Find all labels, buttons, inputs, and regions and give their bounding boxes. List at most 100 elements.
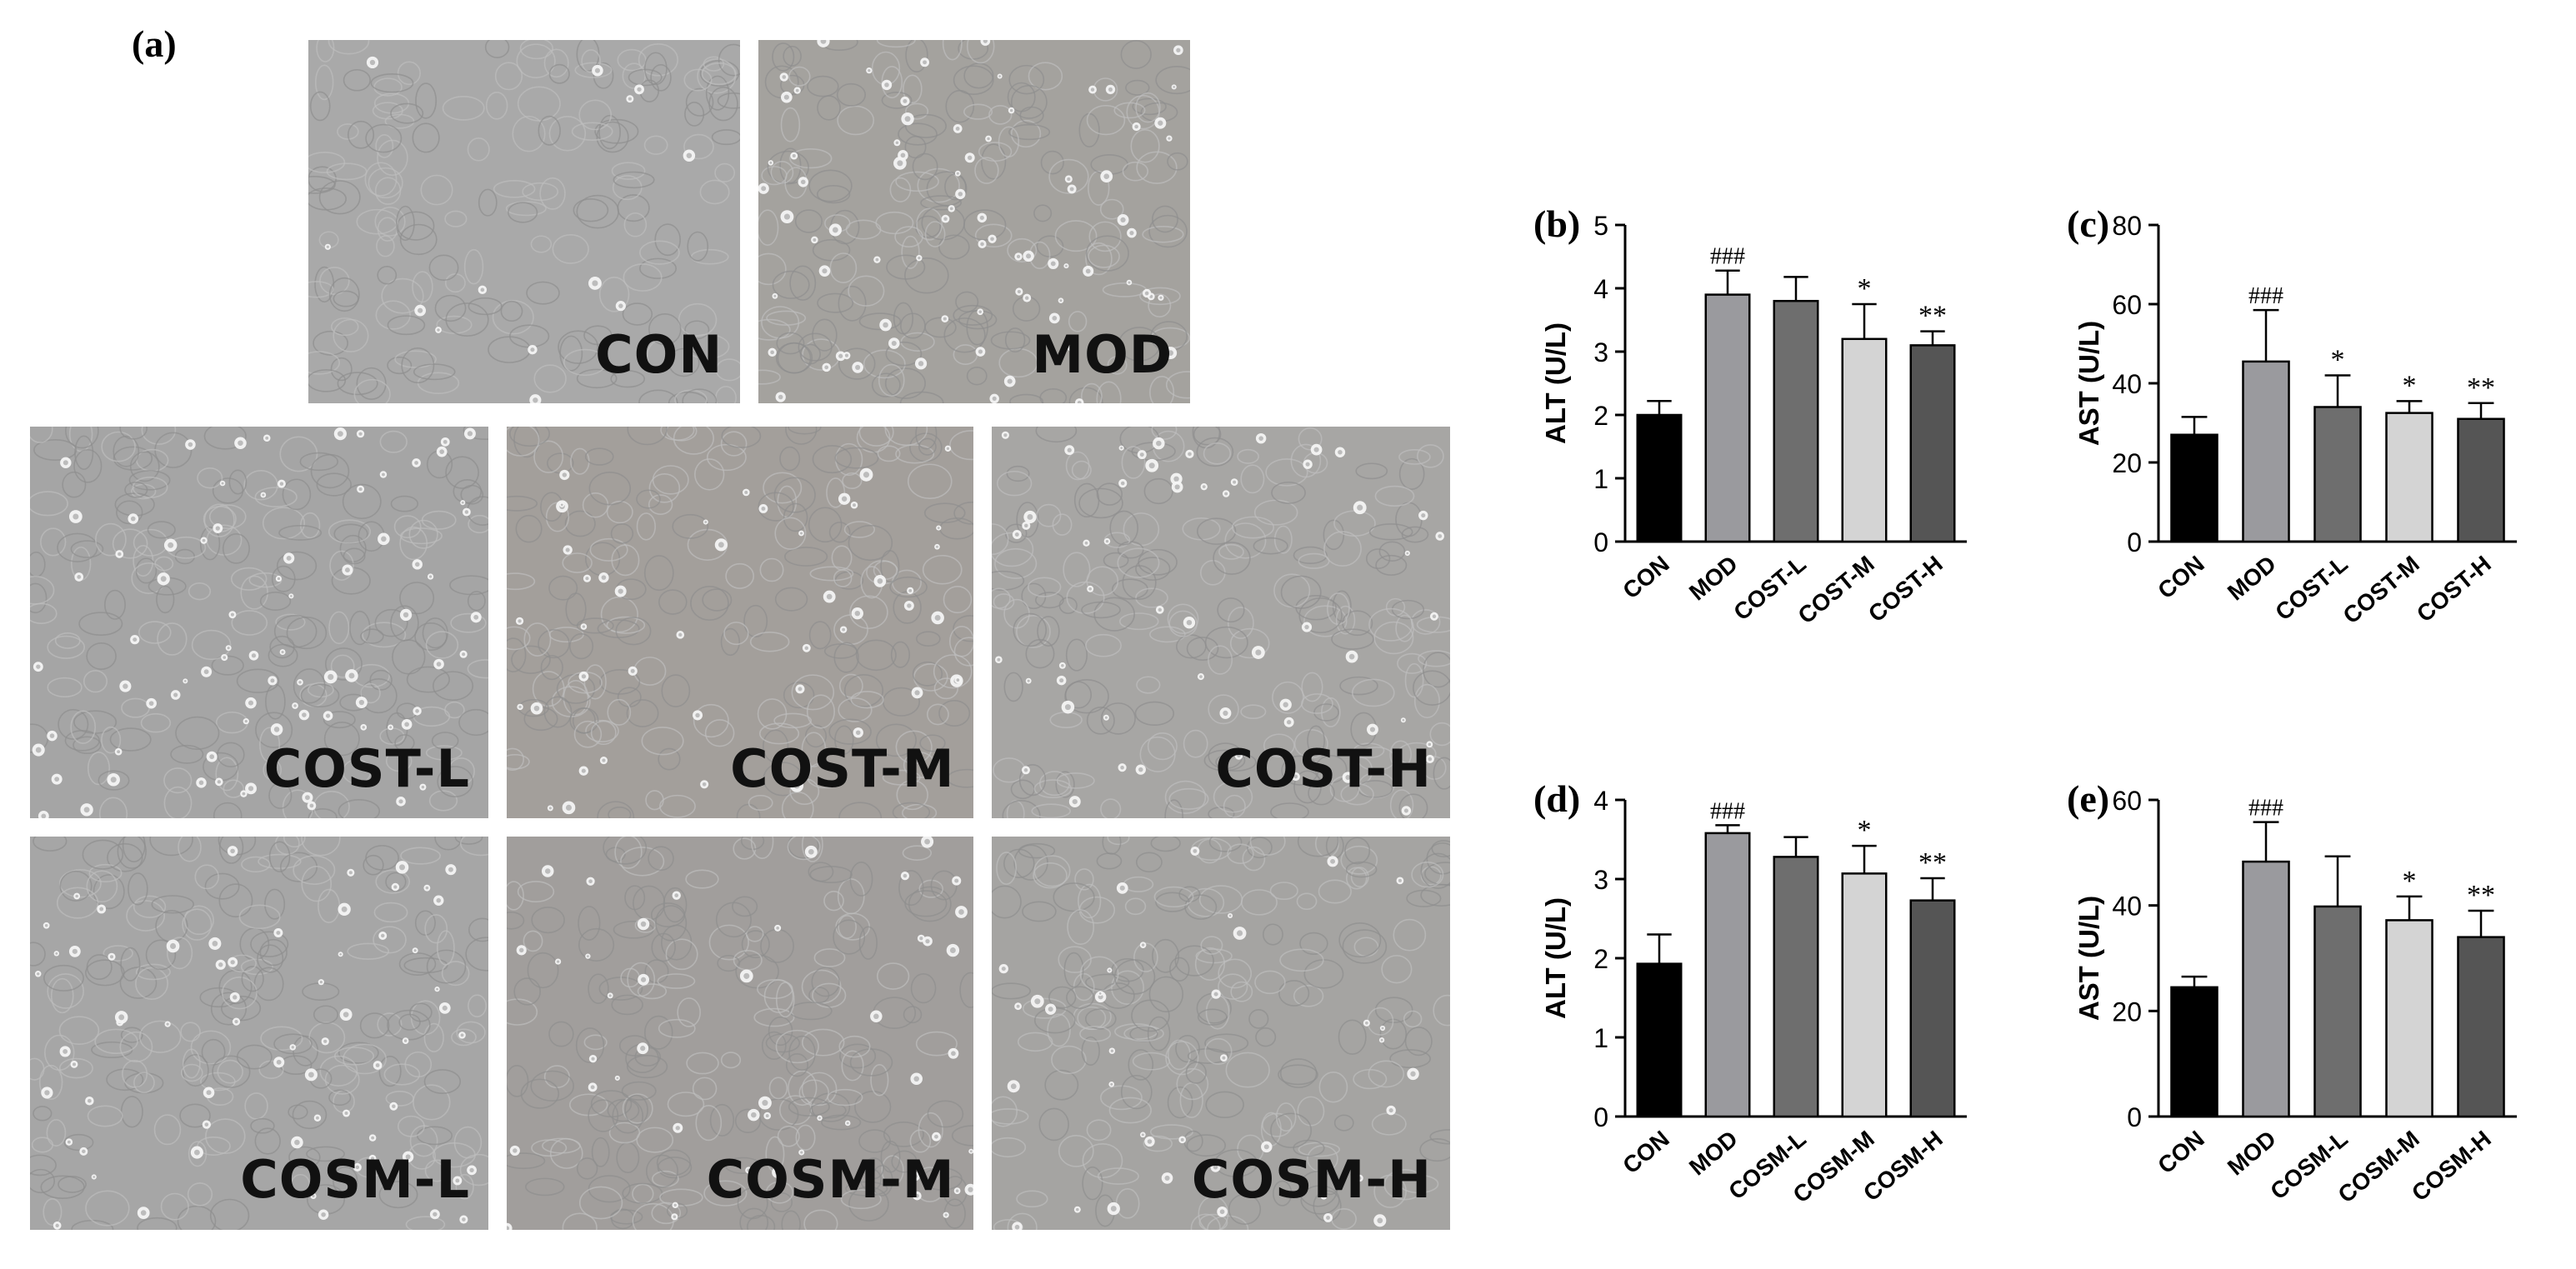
- cell-outline: [104, 589, 126, 620]
- cell-outline: [659, 1188, 703, 1207]
- cell-outline: [651, 932, 676, 962]
- bright-cell-core: [1377, 1217, 1383, 1224]
- cell-outline: [1270, 802, 1309, 818]
- cell-outline: [576, 368, 618, 389]
- bright-cell-core: [294, 1139, 300, 1146]
- cell-outline: [1194, 947, 1226, 982]
- cell-outline: [920, 195, 962, 211]
- cell-outline: [788, 427, 822, 435]
- cell-outline: [1273, 1180, 1293, 1207]
- cell-outline: [86, 642, 117, 670]
- cell-outline: [842, 472, 863, 490]
- cell-outline: [1198, 885, 1243, 914]
- cell-outline: [926, 703, 949, 726]
- bright-cell-core: [841, 496, 848, 502]
- cell-outline: [828, 522, 851, 543]
- significance-mark: *: [2331, 345, 2345, 376]
- bright-cell-core: [339, 952, 342, 956]
- cell-outline: [40, 1175, 85, 1200]
- cell-outline: [840, 1189, 882, 1210]
- cell-outline: [858, 427, 894, 447]
- bright-cell-core: [782, 75, 787, 79]
- bright-cell-core: [1283, 702, 1288, 707]
- cell-outline: [30, 1154, 57, 1177]
- cell-outline: [644, 959, 669, 984]
- cell-outline: [356, 367, 387, 401]
- cell-outline: [548, 1021, 574, 1047]
- bright-cell-core: [1108, 969, 1111, 972]
- cell-outline: [788, 1070, 818, 1107]
- bright-cell-core: [1164, 1175, 1170, 1181]
- cell-outline: [1281, 755, 1319, 786]
- cell-outline: [413, 1084, 451, 1121]
- cell-outline: [812, 445, 853, 474]
- cell-outline: [693, 703, 729, 738]
- cell-outline: [128, 872, 148, 906]
- cell-outline: [578, 927, 615, 962]
- cell-outline: [403, 957, 448, 974]
- cell-outline: [1273, 525, 1293, 554]
- cell-outline: [30, 1057, 45, 1081]
- cell-outline: [1118, 612, 1159, 631]
- cell-outline: [399, 223, 438, 256]
- cell-outline: [915, 427, 938, 450]
- bright-cell-core: [82, 1149, 86, 1154]
- cell-outline: [88, 863, 123, 883]
- cell-outline: [230, 567, 268, 591]
- cell-outline: [1398, 457, 1425, 490]
- bright-cell-core: [1148, 462, 1155, 469]
- bright-cell-core: [799, 532, 803, 535]
- cell-outline: [1078, 487, 1123, 519]
- cell-outline: [1058, 1134, 1094, 1167]
- cell-outline: [182, 1053, 209, 1087]
- cell-outline: [773, 712, 813, 729]
- cell-outline: [1022, 901, 1057, 922]
- cell-outline: [360, 628, 384, 644]
- cell-outline: [293, 855, 336, 885]
- cell-outline: [450, 612, 487, 633]
- cell-outline: [817, 292, 854, 313]
- cell-outline: [678, 302, 718, 337]
- cell-outline: [507, 495, 538, 512]
- bright-cell-core: [1338, 449, 1343, 455]
- cell-outline: [1033, 855, 1071, 887]
- cell-outline: [180, 1022, 201, 1042]
- cell-outline: [133, 1072, 155, 1094]
- cell-outline: [1074, 868, 1094, 891]
- bright-cell-core: [702, 782, 707, 787]
- cell-outline: [789, 265, 817, 301]
- bright-cell-core: [762, 1100, 768, 1107]
- bright-cell-core: [1003, 433, 1008, 437]
- bright-cell-core: [63, 1048, 68, 1054]
- cell-outline: [1139, 287, 1181, 306]
- cell-outline: [1366, 548, 1391, 569]
- cell-outline: [850, 691, 884, 709]
- cell-outline: [623, 263, 663, 292]
- cell-outline: [1293, 546, 1328, 564]
- cell-outline: [101, 431, 136, 462]
- x-tick-label: CON: [2153, 1126, 2209, 1179]
- bar: [2457, 936, 2505, 1118]
- cell-outline: [617, 687, 642, 707]
- bright-cell-core: [618, 588, 623, 594]
- cell-outline: [1004, 327, 1026, 353]
- cell-outline: [621, 1081, 657, 1101]
- bright-cell-core: [117, 750, 121, 754]
- cell-outline: [803, 1209, 838, 1230]
- bright-cell-core: [925, 938, 930, 944]
- cell-outline: [1073, 482, 1100, 518]
- cell-outline: [83, 670, 108, 693]
- cell-outline: [594, 118, 639, 144]
- cell-outline: [199, 527, 221, 561]
- cell-outline: [434, 294, 467, 322]
- cell-outline: [1271, 481, 1306, 504]
- y-tick-label: 3: [1593, 337, 1608, 367]
- bright-cell-core: [173, 692, 178, 697]
- cell-outline: [314, 64, 334, 101]
- cell-outline: [773, 477, 816, 513]
- cell-outline: [1353, 1068, 1388, 1090]
- cell-outline: [597, 619, 640, 638]
- bright-cell-core: [808, 848, 814, 855]
- cell-outline: [94, 1028, 138, 1054]
- bright-cell-core: [765, 1114, 769, 1118]
